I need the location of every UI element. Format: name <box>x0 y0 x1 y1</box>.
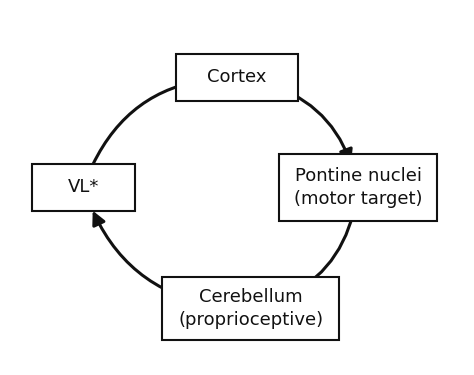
FancyArrowPatch shape <box>278 212 354 301</box>
FancyArrowPatch shape <box>262 82 351 160</box>
FancyArrowPatch shape <box>93 75 209 164</box>
FancyBboxPatch shape <box>32 164 135 211</box>
Text: VL*: VL* <box>68 178 99 196</box>
FancyBboxPatch shape <box>279 154 437 220</box>
FancyArrowPatch shape <box>94 214 226 307</box>
Text: Cerebellum
(proprioceptive): Cerebellum (proprioceptive) <box>178 288 324 328</box>
Text: Cortex: Cortex <box>207 69 267 87</box>
Text: Pontine nuclei
(motor target): Pontine nuclei (motor target) <box>294 167 422 208</box>
FancyBboxPatch shape <box>163 278 339 340</box>
FancyBboxPatch shape <box>176 54 298 101</box>
